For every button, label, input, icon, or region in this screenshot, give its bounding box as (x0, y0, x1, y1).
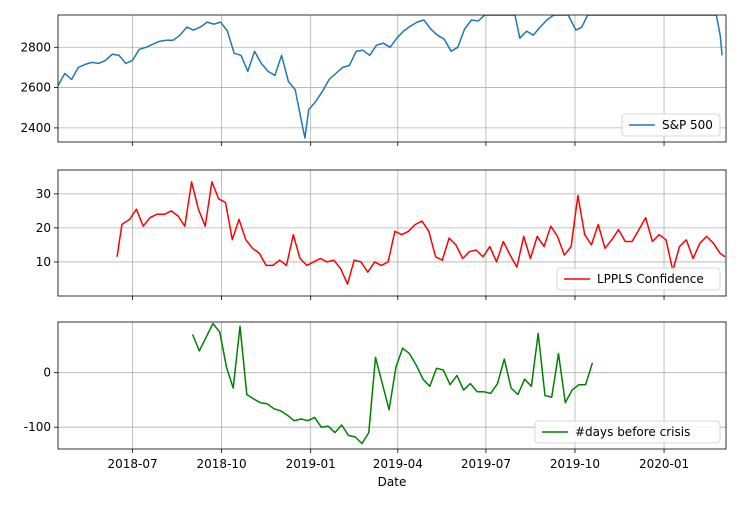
plot-frame (57, 169, 727, 297)
y-tick-label: 0 (43, 366, 51, 380)
x-tick-label: 2019-04 (373, 457, 423, 471)
y-tick-label: 10 (36, 255, 51, 269)
legend-label: #days before crisis (575, 425, 690, 439)
legend: LPPLS Confidence (556, 267, 721, 291)
y-tick-label: 2600 (20, 81, 51, 95)
y-tick-label: -100 (24, 420, 51, 434)
x-axis-label: Date (378, 475, 407, 489)
series-line (116, 181, 726, 285)
plot-frame (57, 14, 727, 143)
legend: #days before crisis (534, 420, 721, 444)
legend-box (556, 267, 721, 291)
x-tick-label: 2019-10 (550, 457, 600, 471)
chart-panels: 2400 2600 2800 S&P 500 10 20 30 LPPLS Confidenc… (20, 14, 727, 453)
panel-days: -100 0 #days before crisis (24, 321, 727, 453)
x-axis: 2018-07 2018-10 2019-01 2019-04 2019-07 2019-… (107, 457, 689, 471)
x-tick-label: 2020-01 (639, 457, 689, 471)
panel-sp500: 2400 2600 2800 S&P 500 (20, 14, 727, 146)
x-tick-label: 2019-01 (286, 457, 336, 471)
legend-label: LPPLS Confidence (597, 272, 704, 286)
y-tick-label: 2800 (20, 40, 51, 54)
y-tick-label: 2400 (20, 121, 51, 135)
legend-label: S&P 500 (662, 118, 713, 132)
x-tick-label: 2019-07 (461, 457, 511, 471)
y-tick-label: 30 (36, 187, 51, 201)
legend: S&P 500 (621, 113, 721, 137)
plot-frame (57, 321, 727, 450)
x-tick-label: 2018-10 (197, 457, 247, 471)
x-tick-label: 2018-07 (107, 457, 157, 471)
y-tick-label: 20 (36, 221, 51, 235)
panel-lppls: 10 20 30 LPPLS Confidence (36, 169, 727, 300)
series-line (191, 322, 594, 445)
legend-box (534, 420, 721, 444)
legend-box (621, 113, 721, 137)
series-line (58, 15, 723, 139)
